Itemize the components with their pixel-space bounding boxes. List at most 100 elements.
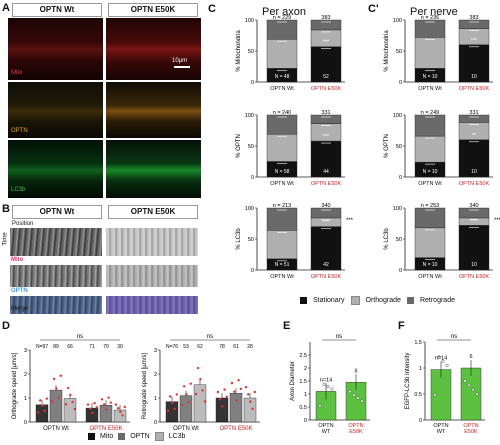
panel-c-letter: C: [208, 3, 216, 15]
micrograph-wt-mito: [8, 18, 103, 80]
D-ortho-ticklabel-3: 3: [24, 348, 27, 354]
panel-a-header-wt: OPTN Wt: [12, 3, 102, 17]
D-ortho-dot-1-0-1: [53, 377, 56, 381]
E-dot-1-1: [352, 393, 356, 397]
C-nerve-optn-sig-1: **: [472, 133, 477, 139]
panel-c2-letter: C': [368, 3, 379, 15]
C-axon-mito-xlabel-0: OPTN Wt: [270, 86, 294, 92]
C-axon-optn-bar-retrograde-0: [266, 114, 298, 135]
D-retro-dot-2-0-2: [199, 378, 202, 381]
D-ortho-n-1-1: 70: [103, 344, 109, 350]
C-axon-lc3b-sig-1: ***: [323, 220, 330, 226]
panel-b-header-e50k: OPTN E50K: [108, 205, 198, 219]
C-axon-mito-ticklabel-50: 50: [248, 49, 254, 55]
C-nerve-lc3b-xlabel-1: OPTN E50K: [459, 274, 490, 280]
E-ylabel: Axon Diameter: [290, 361, 296, 401]
C-axon-mito-n-0: n = 229: [273, 15, 292, 21]
D-ortho-bar-lc3b-0: [63, 398, 77, 423]
D-retro-dot-0-1-2: [221, 405, 224, 408]
panel-b-letter: B: [2, 203, 10, 215]
C-axon-mito-sig-1: ***: [323, 40, 330, 46]
F-dot-1-1: [467, 383, 471, 387]
C-axon-lc3b-xlabel-0: OPTN Wt: [270, 274, 294, 280]
C-axon-optn-n-0: n = 240: [273, 110, 292, 116]
legend-optn-swatch: [118, 433, 126, 440]
E-n-0: n=14: [320, 377, 332, 383]
axis-position-label: Position: [12, 221, 34, 227]
D-ortho-dot-2-1-0: [114, 403, 118, 406]
D-ortho-dot-2-0-3: [71, 400, 74, 404]
D-retro-dot-1-1-4: [239, 387, 242, 391]
C-axon-lc3b-bar-orthograde-0: [266, 230, 298, 260]
C-axon-optn-xlabel-1: OPTN E50K: [311, 181, 342, 187]
F-ticklabel-1: 1: [419, 366, 422, 372]
C-axon-mito-ticklabel-0: 0: [251, 80, 254, 86]
D-ortho-dot-1-1-3: [107, 396, 110, 399]
legend-mito-swatch: [88, 433, 95, 440]
C-axon-mito-bar-orthograde-0: [266, 39, 298, 69]
D-retro-dot-2-1-4: [253, 390, 256, 394]
E-ticklabel-0.5: 0.5: [299, 405, 307, 411]
C-axon-mito-N-1: 52: [323, 74, 329, 80]
C-nerve-optn-bar-retrograde-1: [458, 114, 490, 123]
D-retro-n-2-1: 28: [247, 344, 253, 350]
F-xlabel-a-1: OPTN: [463, 423, 478, 429]
C-axon-optn-bar-retrograde-1: [310, 114, 342, 124]
C-nerve-lc3b-n-1: 340: [469, 203, 478, 209]
micrograph-wt-lc3b: [8, 140, 103, 198]
F-ticklabel-0: 0: [419, 418, 422, 424]
legend-lc3b-swatch: [154, 432, 164, 441]
D-retro-dot-2-1-2: [249, 400, 252, 403]
D-ortho-dot-1-1-2: [105, 408, 108, 411]
micrograph-e50k-lc3b: [106, 140, 201, 198]
panel-d-letter: D: [2, 320, 10, 332]
D-retro-dot-0-0-4: [175, 393, 178, 396]
D-ortho-n-0-1: 71: [89, 344, 95, 350]
E-ticklabel-0: 0: [304, 418, 307, 424]
kymograph-e50k-optn: [106, 265, 198, 287]
D-ortho-dot-2-1-2: [119, 410, 122, 413]
D-ortho-ticklabel-2: 2: [24, 372, 27, 378]
D-retro-bar-optn-1: [229, 393, 243, 423]
C-nerve-lc3b-ylabel: % LC3b: [384, 228, 390, 250]
D-retro-dot-0-1-0: [216, 390, 220, 394]
D-retro-dot-1-1-1: [233, 390, 236, 393]
D-ortho-dot-2-0-1: [67, 386, 70, 390]
C-nerve-optn-n-0: n = 249: [421, 110, 440, 116]
C-axon-optn-ticklabel-100: 100: [245, 113, 254, 119]
C-nerve-lc3b-bar-retrograde-1: [458, 207, 490, 219]
C-nerve-optn-ylabel: % OPTN: [384, 134, 390, 158]
E-dot-1-2: [356, 396, 360, 400]
E-dot-0-1: [322, 382, 326, 386]
D-retro-n-0-0: N=76: [166, 344, 178, 350]
C-axon-lc3b-ylabel: % LC3b: [236, 228, 242, 250]
C-nerve-optn-bar-orthograde-0: [414, 135, 446, 163]
C-nerve-optn-ticklabel-100: 100: [393, 113, 402, 119]
C-axon-lc3b-N-1: 42: [323, 262, 329, 268]
F-dot-0-1: [437, 355, 441, 359]
panel-f-letter: F: [398, 320, 405, 332]
C-axon-optn-xlabel-0: OPTN Wt: [270, 181, 294, 187]
C-axon-lc3b-N-0: N = 51: [275, 262, 290, 268]
D-ortho-dot-0-1-2: [91, 411, 94, 415]
D-ortho-dot-2-0-4: [73, 407, 77, 411]
C-nerve-mito-bar-stationary-1: [458, 44, 490, 83]
F-xlabel-b-1: E50K: [464, 429, 478, 435]
C-axon-lc3b-bar-retrograde-1: [310, 207, 342, 219]
D-retro-dot-2-0-4: [203, 400, 206, 403]
C-nerve-lc3b-ticklabel-100: 100: [393, 206, 402, 212]
F-n-1: 6: [469, 354, 472, 360]
C-nerve-optn-bar-stationary-1: [458, 139, 490, 178]
C-nerve-optn-N-0: N = 10: [423, 169, 438, 175]
micrograph-e50k-optn: [106, 82, 201, 138]
F-xlabel-b-0: WT: [437, 429, 446, 435]
C-axon-lc3b-extra-sig: ***: [346, 218, 354, 224]
D-ortho-dot-0-0-3: [43, 409, 46, 412]
C-axon-optn-sig-1: ***: [323, 134, 330, 140]
D-retro-ns: ns: [207, 334, 213, 340]
F-dot-0-0: [433, 393, 437, 397]
C-nerve-optn-ticklabel-50: 50: [396, 144, 402, 150]
D-retro-dot-2-0-1: [197, 366, 200, 370]
C-nerve-lc3b-bar-retrograde-0: [414, 207, 446, 229]
E-ticklabel-1: 1: [304, 392, 307, 398]
